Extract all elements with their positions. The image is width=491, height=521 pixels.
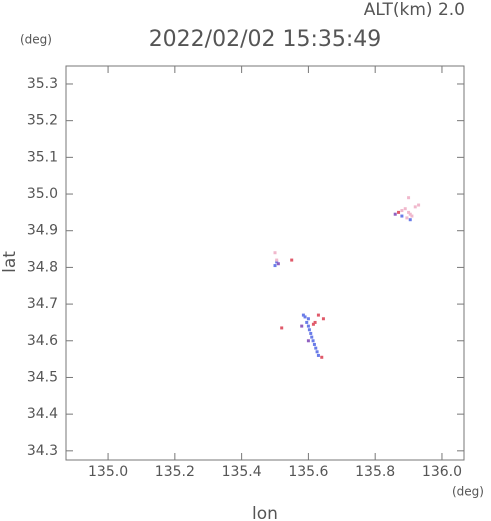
- data-point: [408, 218, 412, 222]
- data-point: [290, 258, 294, 262]
- y-tick-label: 34.9: [27, 223, 58, 239]
- y-unit: (deg): [20, 33, 52, 47]
- data-point: [410, 214, 414, 218]
- data-point: [316, 353, 320, 357]
- data-point: [312, 342, 316, 346]
- data-point: [407, 196, 411, 200]
- data-point: [400, 214, 404, 218]
- data-point: [306, 317, 310, 321]
- x-unit: (deg): [452, 485, 484, 499]
- y-tick-label: 34.5: [27, 369, 58, 385]
- data-point: [307, 328, 311, 332]
- data-point: [313, 320, 317, 324]
- plot-frame: [65, 65, 465, 461]
- data-point: [275, 258, 279, 262]
- data-point: [303, 315, 307, 319]
- data-point: [403, 207, 407, 211]
- x-tick-label: 135.4: [222, 464, 262, 480]
- data-point: [311, 322, 315, 326]
- y-tick-label: 34.4: [27, 406, 58, 422]
- y-tick-label: 34.7: [27, 296, 58, 312]
- x-tick-label: 135.8: [355, 464, 395, 480]
- data-point: [310, 335, 314, 339]
- data-point: [301, 313, 305, 317]
- data-point: [405, 216, 409, 220]
- y-tick-label: 35.1: [27, 149, 58, 165]
- altitude-label: ALT(km) 2.0: [364, 0, 465, 20]
- chart-title: 2022/02/02 15:35:49: [149, 27, 382, 52]
- data-point: [314, 346, 318, 350]
- y-tick-label: 35.0: [27, 186, 58, 202]
- data-point: [320, 355, 324, 359]
- data-point: [311, 339, 315, 343]
- data-point: [276, 262, 280, 266]
- data-point: [413, 205, 417, 209]
- y-tick-label: 34.3: [27, 443, 58, 459]
- data-point: [407, 210, 411, 214]
- data-point: [280, 326, 284, 330]
- data-point: [408, 212, 412, 216]
- data-point: [306, 339, 310, 343]
- data-point: [397, 210, 401, 214]
- data-point: [417, 203, 421, 207]
- y-tick-label: 34.8: [27, 259, 58, 275]
- x-tick-label: 136.0: [422, 464, 462, 480]
- data-point: [273, 251, 277, 255]
- data-point: [305, 320, 309, 324]
- data-point: [316, 313, 320, 317]
- y-tick-label: 35.3: [27, 76, 58, 92]
- y-axis-title: lat: [0, 251, 20, 273]
- x-tick-label: 135.2: [155, 464, 195, 480]
- data-point: [321, 317, 325, 321]
- data-point: [315, 350, 319, 354]
- data-point: [275, 260, 279, 264]
- data-point: [309, 331, 313, 335]
- data-point: [273, 264, 277, 268]
- y-tick-label: 35.2: [27, 113, 58, 129]
- data-point: [306, 324, 310, 328]
- x-tick-label: 135.6: [288, 464, 328, 480]
- x-axis-title: lon: [252, 504, 278, 521]
- data-point: [300, 324, 304, 328]
- y-tick-label: 34.6: [27, 333, 58, 349]
- data-point: [400, 209, 404, 213]
- x-tick-label: 135.0: [88, 464, 128, 480]
- data-point: [393, 212, 397, 216]
